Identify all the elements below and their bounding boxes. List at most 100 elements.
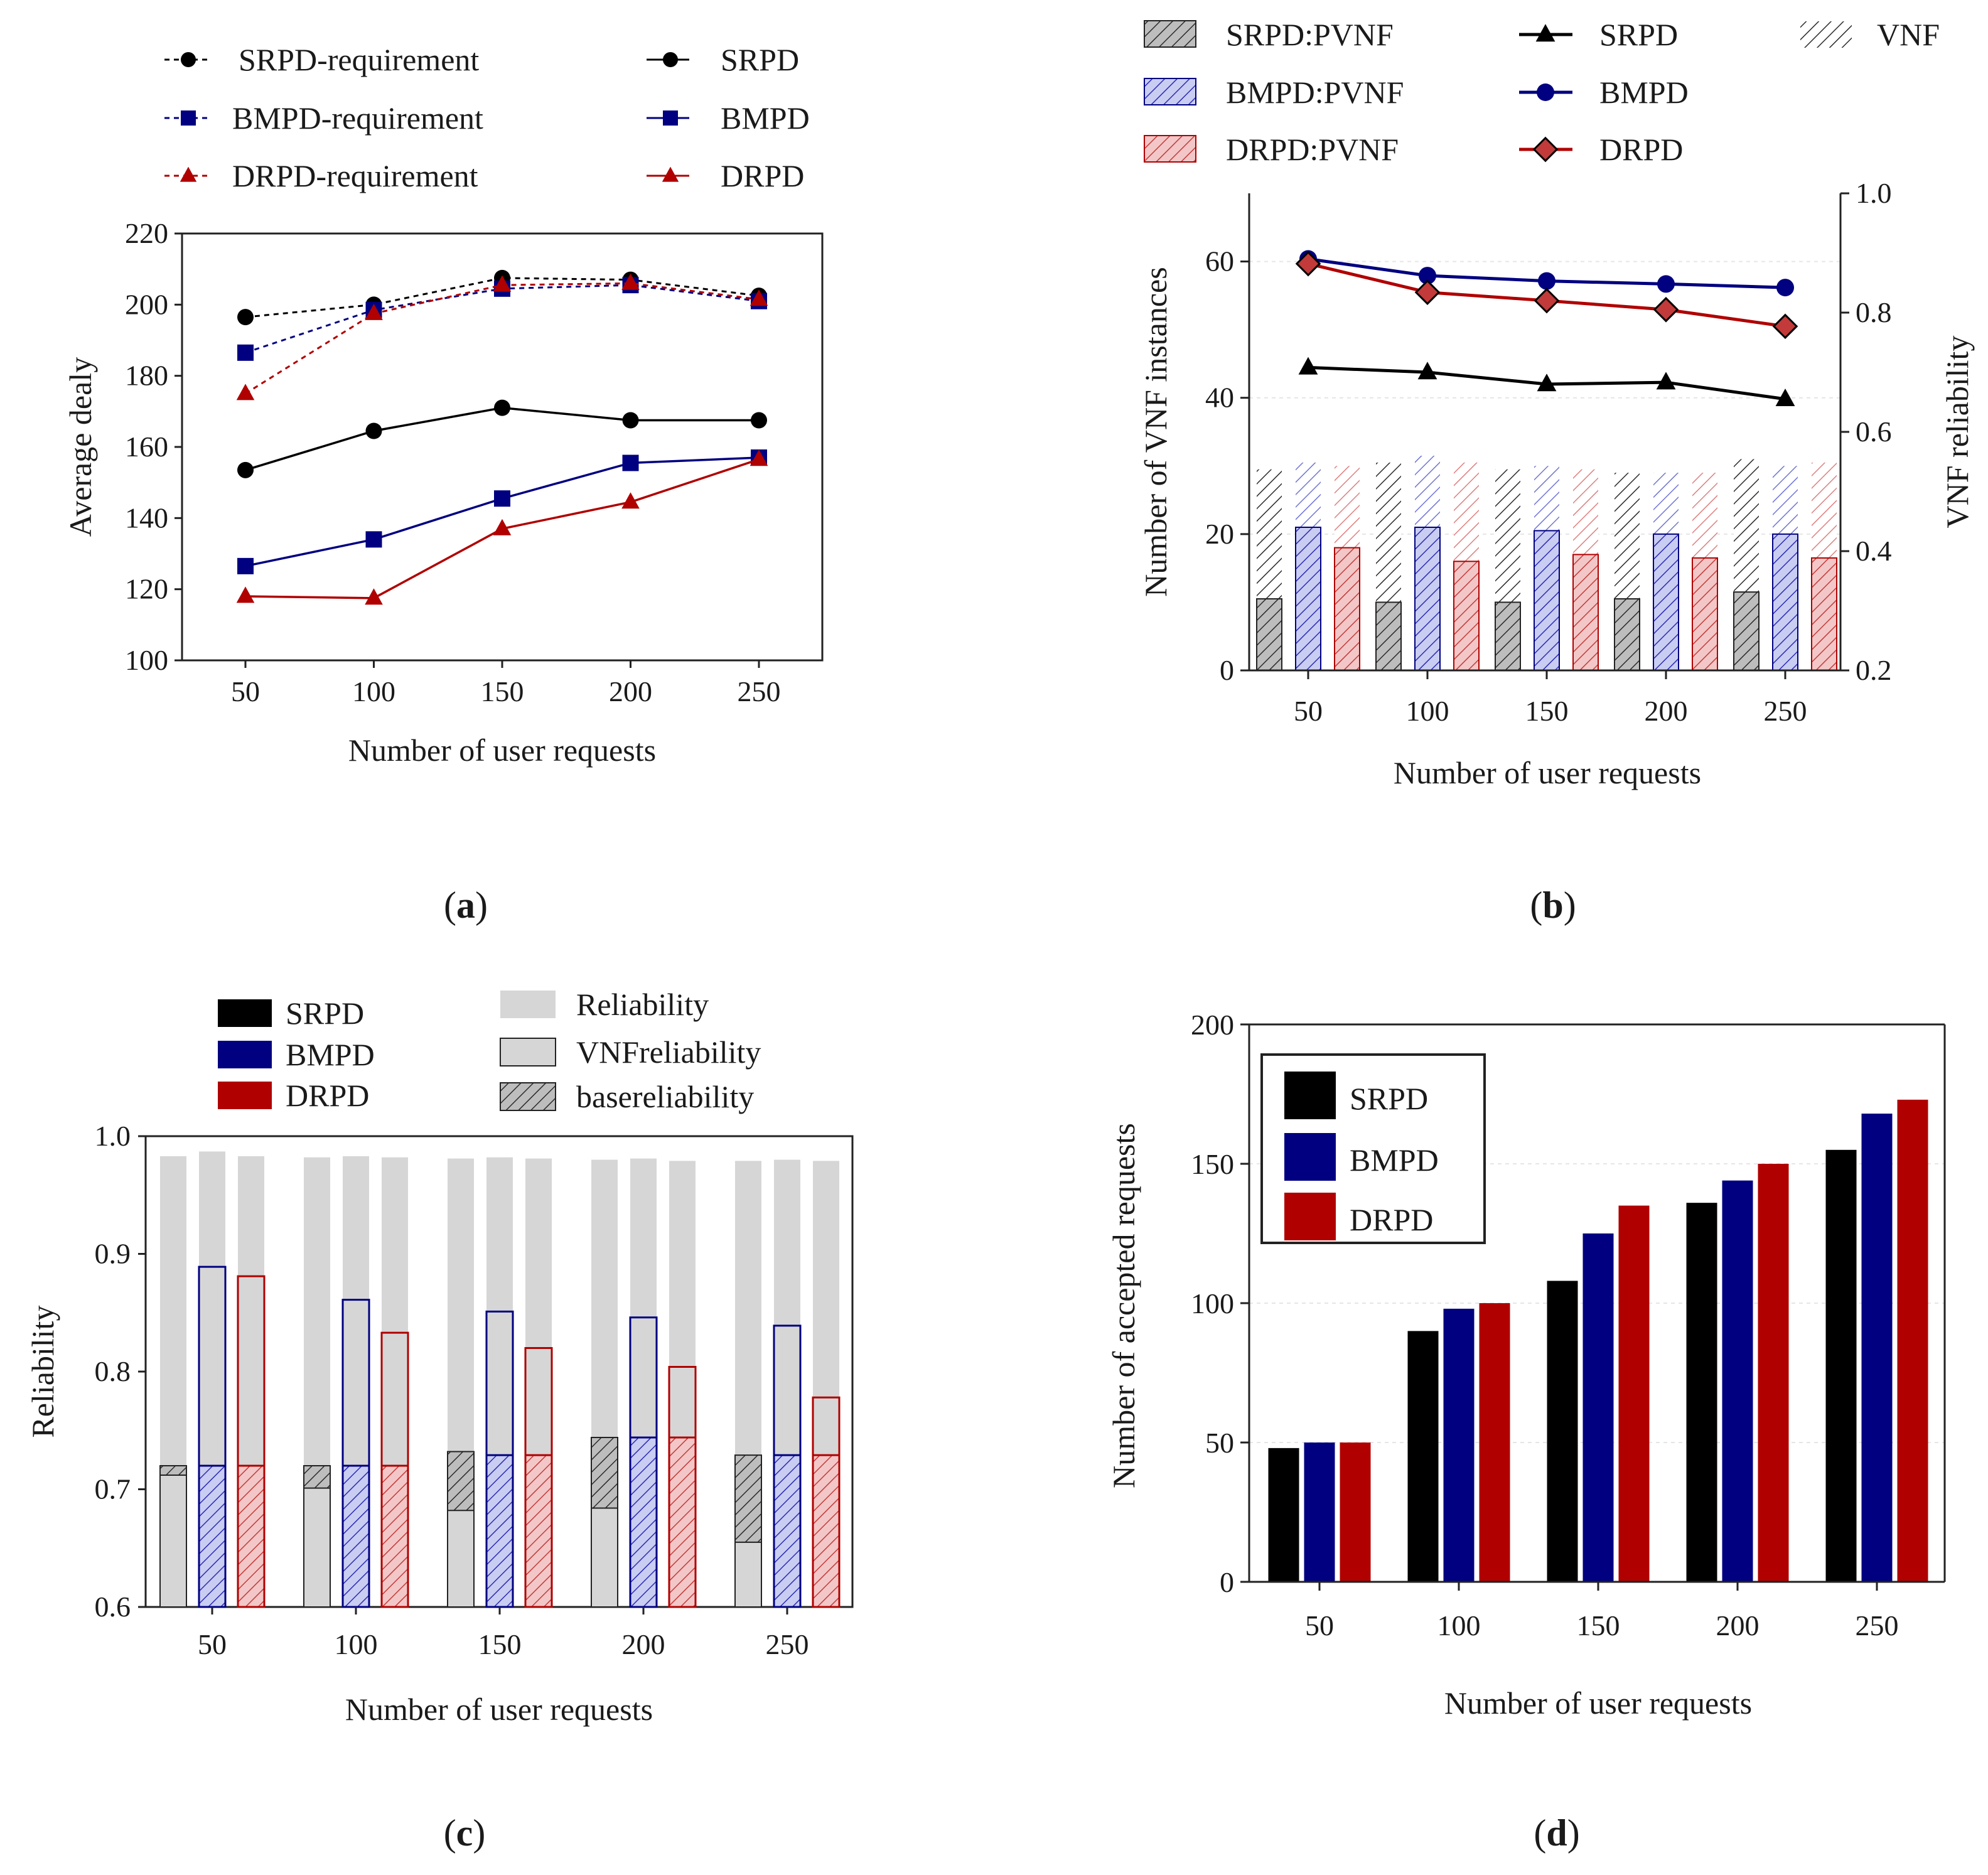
chart-panel-d: 0 50 100 150 200 50 100 150 200 250 Number of user…	[1106, 1009, 1946, 1854]
y-tick-label: 120	[125, 573, 168, 605]
data-point	[1656, 372, 1676, 390]
vnf-reliability-bar	[303, 1487, 331, 1608]
y-tick-label: 100	[1191, 1287, 1234, 1319]
bar	[1443, 1308, 1475, 1582]
base-reliability-bar	[380, 1464, 409, 1608]
legend-swatch	[218, 1082, 272, 1109]
pvnf-bar	[1295, 527, 1321, 671]
legend-swatch	[1800, 21, 1852, 48]
panel-label-close: )	[473, 1812, 485, 1854]
y-tick-label: 1.0	[95, 1120, 131, 1152]
series-line	[245, 277, 760, 318]
legend-swatch	[500, 991, 556, 1018]
data-point	[621, 273, 640, 290]
chart-panel-a: 100 120 140 160 180 200 220 50 100 150 200 250 Numbe…	[63, 42, 824, 926]
data-point	[1298, 357, 1318, 375]
y-tick-label: 0.7	[95, 1473, 131, 1505]
data-point	[1414, 279, 1441, 306]
legend-label: SRPD:PVNF	[1226, 17, 1394, 52]
data-point	[1417, 362, 1437, 380]
x-tick-label: 200	[1645, 695, 1688, 727]
y-tick-label: 200	[125, 288, 168, 320]
legend-label: DRPD	[1599, 132, 1683, 167]
pvnf-bar	[1733, 591, 1760, 672]
legend-swatch	[1284, 1193, 1336, 1240]
pvnf-bar	[1572, 554, 1599, 672]
legend: SRPD BMPD DRPD	[1260, 1053, 1486, 1244]
bar-series-bmpd	[1304, 1114, 1893, 1582]
legend-swatch	[1144, 20, 1196, 48]
x-tick-label: 150	[481, 675, 524, 707]
legend-label: BMPD-requirement	[232, 100, 483, 136]
x-tick-label: 100	[335, 1628, 378, 1660]
x-tick-label: 150	[1577, 1609, 1620, 1641]
bar	[1861, 1114, 1893, 1582]
panel-label: (a)	[444, 884, 488, 926]
base-reliability-bar	[773, 1454, 802, 1608]
y-tick-label: 200	[1191, 1009, 1234, 1041]
y2-tick-label: 1.0	[1856, 177, 1892, 209]
data-point	[622, 454, 639, 471]
data-point	[622, 412, 639, 429]
x-axis-label: Number of user requests	[1444, 1685, 1752, 1721]
legend-label: BMPD	[721, 100, 810, 136]
bar	[1582, 1233, 1614, 1582]
bar	[1479, 1303, 1510, 1582]
pvnf-bar	[1811, 557, 1837, 671]
x-axis-label: Number of user requests	[1394, 755, 1701, 790]
x-tick-label: 250	[1856, 1609, 1899, 1641]
data-point	[1775, 388, 1795, 406]
data-point	[237, 344, 254, 361]
data-point	[493, 518, 512, 535]
legend: SRPD:PVNF BMPD:PVNF DRPD:PVNF SRPD BMPD DRPD V…	[1144, 17, 1940, 167]
vnf-reliability-bar	[447, 1510, 475, 1608]
y-tick-label: 160	[125, 431, 168, 463]
data-point	[237, 461, 254, 478]
pvnf-bar	[1375, 601, 1402, 672]
y2-axis-label: VNF reliability	[1940, 336, 1975, 529]
bar-series-drpd-pvnf	[1334, 462, 1837, 672]
legend-marker	[181, 52, 196, 67]
panel-label-open: (	[1534, 1812, 1546, 1854]
legend-label: SRPD	[721, 42, 799, 77]
pvnf-bar	[1334, 547, 1360, 671]
pvnf-bar	[1534, 530, 1560, 672]
legend-label: VNF	[1877, 17, 1940, 52]
legend-swatch	[500, 1082, 556, 1111]
bar	[1547, 1281, 1578, 1582]
legend-swatch	[1284, 1072, 1336, 1119]
legend-label: BMPD	[1599, 75, 1689, 110]
data-point	[493, 275, 512, 292]
panel-label-letter: b	[1542, 884, 1563, 926]
panel-label-letter: a	[456, 884, 475, 926]
legend-swatch	[218, 999, 272, 1027]
x-tick-label: 50	[1305, 1609, 1334, 1641]
reliability-line-srpd	[1298, 357, 1795, 406]
bar-series-srpd	[1268, 1149, 1857, 1582]
pvnf-bar	[1772, 533, 1798, 671]
y-axis-label: Number of VNF instances	[1138, 267, 1173, 596]
chart-panel-c: 0.6 0.7 0.8 0.9 1.0 50 100 150 200 250 Number of u…	[25, 987, 854, 1854]
data-point	[751, 412, 767, 429]
x-tick-label: 200	[609, 675, 652, 707]
legend-marker	[1532, 136, 1559, 163]
panel-label-letter: d	[1546, 1812, 1567, 1854]
panel-label: (d)	[1534, 1812, 1579, 1854]
legend-swatch	[1284, 1133, 1336, 1181]
data-point	[365, 422, 382, 439]
panel-label-open: (	[1530, 884, 1542, 926]
legend-label: SRPD	[1350, 1081, 1428, 1116]
x-axis-label: Number of user requests	[345, 1692, 653, 1727]
x-axis-label: Number of user requests	[348, 733, 656, 768]
series-line	[245, 456, 760, 567]
x-tick-label: 50	[198, 1628, 227, 1660]
legend-label: DRPD	[1350, 1202, 1433, 1237]
pvnf-bar	[1692, 557, 1718, 671]
vnf-reliability-bar	[591, 1507, 618, 1608]
bar	[1722, 1180, 1753, 1582]
data-point	[236, 384, 255, 400]
legend-label: BMPD	[1350, 1142, 1439, 1178]
legend-swatch	[1144, 78, 1196, 105]
bar	[1758, 1164, 1789, 1582]
pvnf-bar	[1453, 561, 1480, 671]
